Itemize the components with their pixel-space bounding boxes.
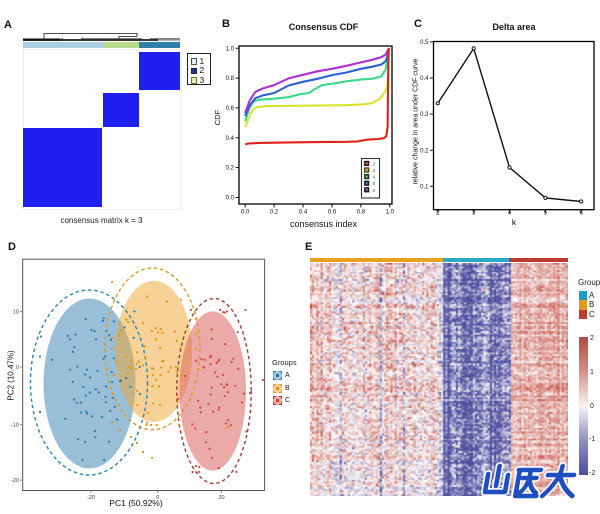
svg-text:6: 6 — [580, 211, 584, 217]
svg-text:4: 4 — [373, 175, 376, 181]
svg-text:0.8: 0.8 — [357, 210, 366, 216]
svg-text:3: 3 — [373, 168, 376, 174]
svg-text:0.0: 0.0 — [226, 196, 235, 202]
svg-text:-10: -10 — [11, 423, 19, 429]
svg-text:0.0: 0.0 — [241, 210, 250, 216]
svg-text:6: 6 — [373, 188, 376, 194]
svg-text:0.2: 0.2 — [420, 148, 429, 154]
svg-text:0.2: 0.2 — [270, 210, 279, 216]
svg-text:2: 2 — [436, 211, 440, 217]
svg-text:0.1: 0.1 — [420, 184, 429, 190]
svg-text:0.8: 0.8 — [226, 76, 235, 82]
svg-text:2: 2 — [373, 161, 376, 167]
svg-text:0.5: 0.5 — [420, 40, 429, 46]
svg-text:0.4: 0.4 — [226, 136, 235, 142]
svg-text:0.4: 0.4 — [420, 76, 429, 82]
svg-text:5: 5 — [373, 181, 376, 187]
svg-text:1.0: 1.0 — [226, 46, 235, 52]
svg-text:0.2: 0.2 — [226, 166, 235, 172]
svg-text:-20: -20 — [11, 478, 19, 484]
svg-text:0.6: 0.6 — [328, 210, 337, 216]
svg-text:10: 10 — [13, 310, 19, 316]
svg-text:0: 0 — [156, 495, 159, 500]
svg-text:0.3: 0.3 — [420, 112, 429, 118]
svg-text:0: 0 — [16, 365, 19, 371]
svg-text:0.4: 0.4 — [299, 210, 308, 216]
svg-text:4: 4 — [508, 211, 512, 217]
svg-text:20: 20 — [218, 495, 224, 500]
svg-text:-20: -20 — [87, 495, 95, 500]
svg-text:5: 5 — [544, 211, 548, 217]
svg-text:3: 3 — [472, 211, 476, 217]
svg-text:1.0: 1.0 — [386, 210, 395, 216]
svg-text:0.6: 0.6 — [226, 106, 235, 112]
